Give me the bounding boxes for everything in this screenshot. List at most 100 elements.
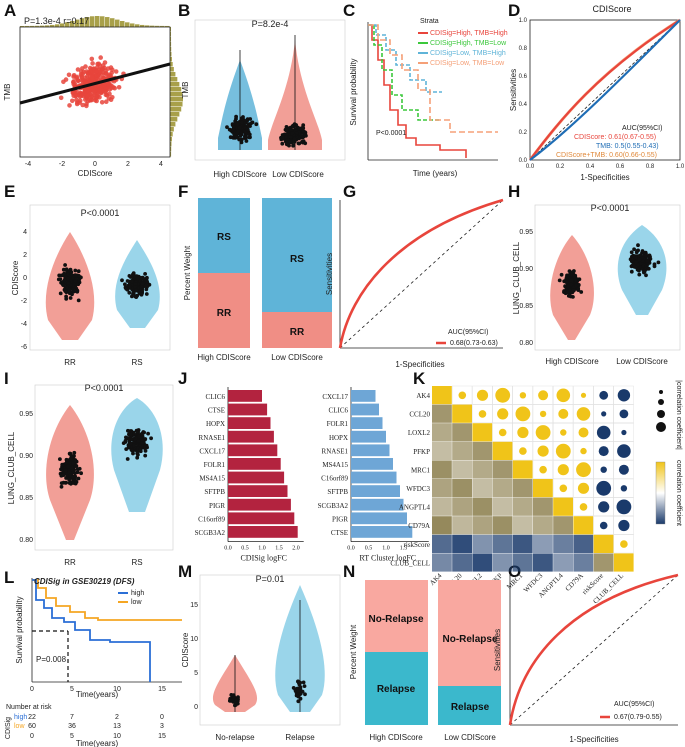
- bar-sftpb: [351, 485, 400, 497]
- category-label: PIGR: [332, 515, 348, 523]
- scatter-point: [80, 66, 85, 71]
- jitter-point: [229, 698, 234, 702]
- y-axis-title: Survival probability: [15, 596, 24, 663]
- x-tick: 10: [113, 733, 121, 740]
- correlation-bubble: [596, 480, 612, 496]
- legend-entry: CDISig=High, TMB=Low: [430, 40, 507, 47]
- jitter-point: [644, 273, 648, 278]
- heatmap-cell: [553, 534, 573, 553]
- heatmap-cell: [452, 404, 472, 423]
- correlation-bubble: [476, 389, 489, 401]
- jitter-point: [254, 122, 259, 127]
- jitter-point: [569, 278, 574, 283]
- risk-count: 7: [70, 714, 74, 721]
- bar-ctse: [228, 403, 268, 416]
- jitter-point: [124, 447, 129, 451]
- heatmap-cell: [472, 516, 493, 535]
- bar-cxcl17: [228, 444, 278, 457]
- y-tick: 0.80: [19, 537, 33, 544]
- jitter-point: [646, 266, 651, 271]
- jitter-point: [77, 466, 82, 471]
- jitter-point: [566, 284, 570, 288]
- panel-label-b: B: [178, 1, 190, 20]
- jitter-point: [284, 142, 289, 147]
- y-axis-title: CDIScore: [181, 632, 190, 667]
- jitter-point: [233, 703, 238, 707]
- category-label: SCGB3A2: [318, 502, 349, 510]
- jitter-point: [145, 279, 150, 284]
- row-label: ANGPTL4: [399, 504, 431, 512]
- panel-label-d: D: [508, 1, 520, 20]
- jitter-points: [56, 263, 152, 303]
- y-tick: 0.95: [19, 411, 33, 418]
- correlation-bubble: [599, 390, 609, 400]
- x-tick: 0.5: [241, 546, 249, 552]
- jitter-point: [297, 126, 302, 131]
- heatmap-cell: [432, 404, 452, 423]
- x-axis-title: CDIScore: [78, 169, 113, 178]
- marginal-histogram-right: [170, 27, 183, 157]
- jitter-point: [248, 124, 252, 128]
- jitter-point: [63, 468, 68, 473]
- jitter-point: [140, 441, 145, 445]
- jitter-point: [237, 137, 242, 142]
- jitter-point: [652, 262, 657, 267]
- scatter-point: [106, 96, 112, 101]
- scatter-points: [58, 55, 126, 109]
- x-tick: 0.0: [526, 164, 535, 170]
- scatter-point: [66, 72, 72, 78]
- jitter-point: [240, 137, 244, 142]
- histogram-bar: [170, 52, 172, 57]
- jitter-point: [241, 115, 245, 119]
- jitter-point: [280, 141, 285, 146]
- risk-count: 22: [28, 714, 36, 721]
- x-category-label: RS: [131, 558, 142, 567]
- jitter-point: [635, 249, 640, 253]
- jitter-point: [143, 272, 148, 276]
- jitter-point: [245, 118, 250, 123]
- heatmap-cell: [553, 497, 573, 516]
- x-tick: 1.0: [258, 546, 266, 552]
- scatter-point: [116, 85, 122, 90]
- jitter-point: [61, 267, 66, 272]
- panel-a: P=1.3e-4 r=0.17 CDIScore TMB -4 -2 0 2 4: [3, 16, 183, 178]
- jitter-point: [571, 288, 576, 293]
- row-label: riskScore: [404, 541, 430, 549]
- category-label: CXCL17: [199, 447, 225, 455]
- legend-entry: CDIScore+TMB: 0.60(0.66-0.55): [556, 152, 657, 159]
- jitter-point: [142, 430, 147, 435]
- histogram-bar: [170, 92, 183, 97]
- jitter-point: [133, 438, 138, 442]
- histogram-bar: [160, 25, 165, 27]
- jitter-point: [137, 434, 142, 439]
- scatter-point: [89, 74, 95, 80]
- scatter-point: [91, 88, 96, 94]
- bar-rnase1: [351, 444, 390, 457]
- x-axis-title: 1-Specificities: [580, 173, 629, 182]
- scatter-point: [67, 103, 72, 108]
- scatter-point: [97, 87, 103, 93]
- legend-title: |correlation coefficient|: [675, 380, 682, 450]
- size-legend-dot: [658, 399, 664, 405]
- y-axis-title: Sensitivities: [325, 253, 334, 295]
- jitter-point: [240, 120, 245, 125]
- category-label: FOLR1: [204, 461, 226, 469]
- heatmap-cell: [533, 479, 553, 498]
- jitter-point: [634, 260, 638, 265]
- y-tick: 1.0: [519, 18, 528, 24]
- correlation-bubble: [519, 447, 527, 455]
- roc-curve: [338, 198, 504, 349]
- jitter-point: [236, 129, 241, 134]
- jitter-point: [644, 264, 649, 269]
- panel-label-n: N: [343, 562, 355, 581]
- correlation-bubble: [498, 428, 507, 437]
- correlation-bubble: [601, 411, 607, 417]
- jitter-point: [139, 292, 144, 297]
- x-category-label: High CDIScore: [369, 733, 423, 742]
- legend-title: correlation coefficient: [675, 460, 682, 526]
- histogram-bar: [170, 47, 172, 52]
- legend-entry: 0.68(0.73-0.63): [450, 340, 498, 347]
- jitter-point: [125, 279, 130, 283]
- correlation-bubble: [618, 464, 629, 475]
